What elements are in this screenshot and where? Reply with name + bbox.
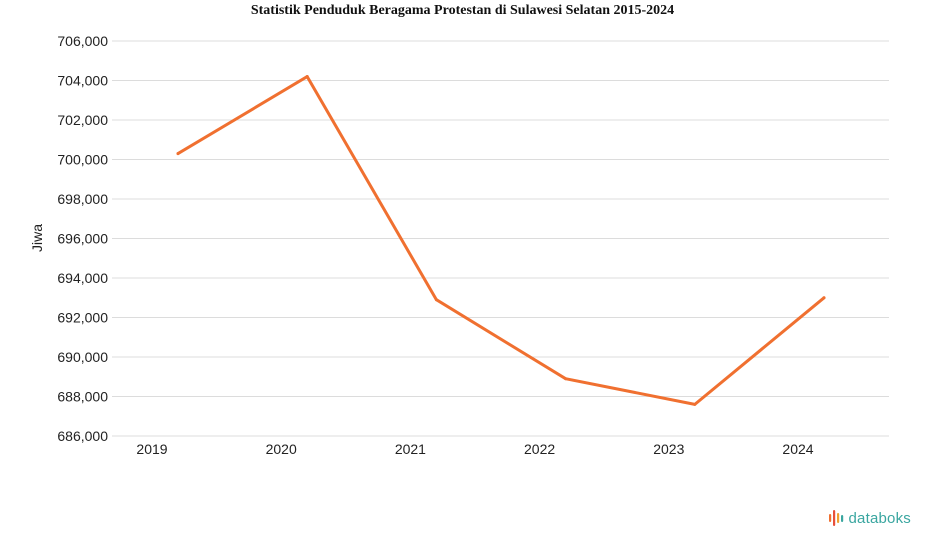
y-tick-label: 706,000 bbox=[57, 33, 108, 49]
y-tick-label: 702,000 bbox=[57, 112, 108, 128]
databoks-logo: databoks bbox=[828, 509, 911, 527]
bars-icon bbox=[828, 510, 843, 526]
chart-title: Statistik Penduduk Beragama Protestan di… bbox=[250, 3, 675, 18]
x-tick-label: 2022 bbox=[524, 441, 555, 457]
data-point bbox=[693, 402, 697, 406]
series-line bbox=[176, 75, 826, 406]
series-layer bbox=[176, 75, 826, 406]
y-tick-label: 692,000 bbox=[57, 310, 108, 326]
y-tick-label: 694,000 bbox=[57, 270, 108, 286]
y-tick-label: 696,000 bbox=[57, 231, 108, 247]
y-tick-label: 690,000 bbox=[57, 349, 108, 365]
data-point bbox=[822, 296, 826, 300]
x-tick-label: 2019 bbox=[136, 441, 167, 457]
brand-name: databoks bbox=[848, 509, 911, 527]
gridlines bbox=[112, 40, 889, 437]
data-point bbox=[305, 75, 309, 79]
x-tick-label: 2021 bbox=[395, 441, 426, 457]
data-point bbox=[564, 377, 568, 381]
y-tick-label: 688,000 bbox=[57, 389, 108, 405]
data-point bbox=[434, 298, 438, 302]
y-axis-ticks: 686,000 688,000 690,000 692,000 694,000 696,0… bbox=[57, 33, 108, 444]
x-axis-ticks: 2019 2020 2021 2022 2023 2024 bbox=[136, 441, 813, 457]
y-tick-label: 698,000 bbox=[57, 191, 108, 207]
y-tick-label: 686,000 bbox=[57, 428, 108, 444]
data-point bbox=[176, 152, 180, 156]
x-tick-label: 2023 bbox=[653, 441, 684, 457]
y-tick-label: 700,000 bbox=[57, 152, 108, 168]
y-tick-label: 704,000 bbox=[57, 73, 108, 89]
y-axis-title: Jiwa bbox=[29, 224, 45, 252]
x-tick-label: 2024 bbox=[782, 441, 813, 457]
x-tick-label: 2020 bbox=[266, 441, 297, 457]
